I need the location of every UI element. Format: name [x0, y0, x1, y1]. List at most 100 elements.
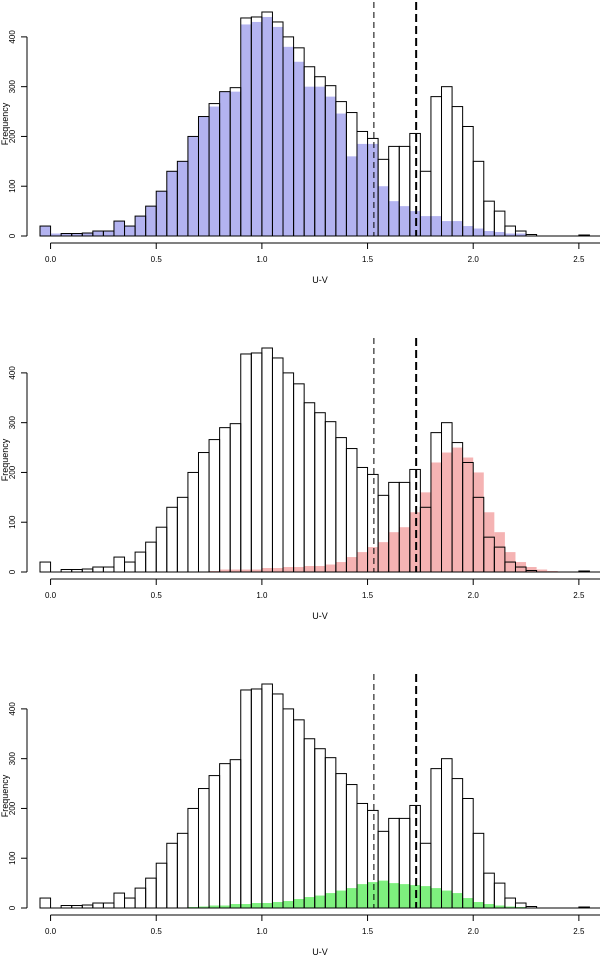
total-bar: [240, 353, 252, 573]
y-tick-label: 200: [8, 129, 17, 143]
subset-bar: [261, 568, 273, 572]
total-bar: [293, 383, 305, 573]
subset-bar: [240, 24, 252, 237]
subset-bar: [325, 564, 336, 572]
subset-bar: [113, 221, 125, 236]
total-bar: [324, 421, 337, 573]
total-bar: [504, 897, 516, 909]
subset-bar: [272, 902, 284, 908]
total-bar: [102, 566, 115, 573]
total-bar: [314, 412, 326, 573]
y-tick-label: 300: [8, 415, 17, 429]
subset-bar: [388, 883, 400, 908]
subset-bar: [462, 226, 474, 236]
subset-bar: [536, 569, 548, 572]
subset-bar: [50, 233, 62, 236]
total-bar: [187, 471, 199, 573]
subset-bar: [473, 902, 484, 908]
subset-bar: [261, 903, 273, 908]
x-tick-label: 2.0: [468, 591, 480, 600]
y-tick-label: 400: [8, 702, 17, 716]
total-bar: [472, 160, 485, 237]
subset-bar: [304, 86, 315, 237]
total-bar: [324, 757, 337, 909]
x-tick-label: 2.0: [468, 255, 480, 264]
y-tick-label: 400: [8, 30, 17, 44]
total-bar: [197, 788, 210, 909]
x-axis-label: U-V: [312, 275, 328, 285]
subset-bar: [483, 512, 495, 572]
y-tick-label: 100: [8, 851, 17, 865]
subset-bar: [346, 888, 357, 908]
total-bar: [335, 773, 347, 909]
total-bar: [113, 556, 126, 573]
subset-bar: [367, 547, 379, 572]
subset-bar: [378, 186, 389, 236]
total-bar: [219, 763, 231, 909]
subset-bar: [420, 492, 431, 572]
x-tick-label: 2.5: [573, 927, 585, 936]
total-bar: [282, 372, 295, 573]
total-bar: [229, 759, 242, 909]
subset-bar: [441, 221, 453, 236]
total-bar: [483, 200, 495, 237]
subset-bar: [198, 116, 210, 236]
subset-bar: [515, 233, 527, 236]
x-tick-label: 2.5: [573, 255, 585, 264]
total-bar: [176, 832, 189, 909]
y-axis-label: Frequency: [0, 438, 10, 481]
y-tick-label: 0: [8, 569, 17, 574]
y-tick-label: 300: [8, 79, 17, 93]
subset-bar: [219, 91, 231, 237]
total-bar: [271, 357, 284, 573]
subset-bar: [251, 21, 262, 237]
total-bar: [145, 877, 157, 909]
subset-bar: [504, 906, 516, 908]
total-bar: [124, 561, 136, 573]
subset-bar: [409, 512, 421, 572]
total-bar: [39, 897, 52, 909]
x-tick-label: 0.5: [151, 927, 163, 936]
subset-bar: [177, 161, 188, 236]
subset-bar: [473, 228, 484, 236]
subset-bar: [356, 552, 368, 572]
total-bar: [229, 423, 242, 573]
subset-bar: [430, 216, 442, 236]
total-bar: [451, 778, 464, 909]
subset-bar: [325, 893, 336, 908]
subset-bar: [230, 904, 241, 908]
total-bar: [293, 719, 305, 909]
subset-bar: [283, 901, 294, 908]
total-bar: [187, 807, 199, 909]
total-bar: [462, 125, 474, 237]
subset-bar: [71, 233, 83, 236]
total-bar: [208, 439, 221, 573]
subset-bar: [388, 532, 400, 572]
subset-bar: [409, 211, 421, 236]
total-bar: [261, 683, 273, 909]
subset-bar: [209, 106, 220, 236]
subset-bar: [378, 880, 389, 908]
total-bar: [303, 738, 316, 909]
subset-bar: [82, 233, 93, 236]
subset-bar: [283, 46, 294, 236]
subset-bar: [494, 532, 505, 572]
x-tick-label: 0.5: [151, 591, 163, 600]
y-axis-label: Frequency: [0, 102, 10, 145]
subset-bar: [40, 226, 51, 236]
subset-bar: [156, 191, 167, 236]
subset-bar: [441, 452, 453, 572]
x-tick-label: 0.5: [151, 255, 163, 264]
subset-bar: [504, 233, 516, 236]
total-bar: [250, 352, 263, 573]
subset-bar: [283, 567, 294, 572]
y-tick-label: 100: [8, 515, 17, 529]
total-bar: [441, 86, 453, 237]
subset-bar: [462, 457, 474, 572]
x-tick-label: 2.0: [468, 927, 480, 936]
subset-bar: [251, 903, 262, 908]
total-bar: [134, 551, 147, 573]
total-bar: [282, 708, 295, 909]
x-tick-label: 1.5: [362, 255, 374, 264]
total-bar: [240, 689, 252, 909]
